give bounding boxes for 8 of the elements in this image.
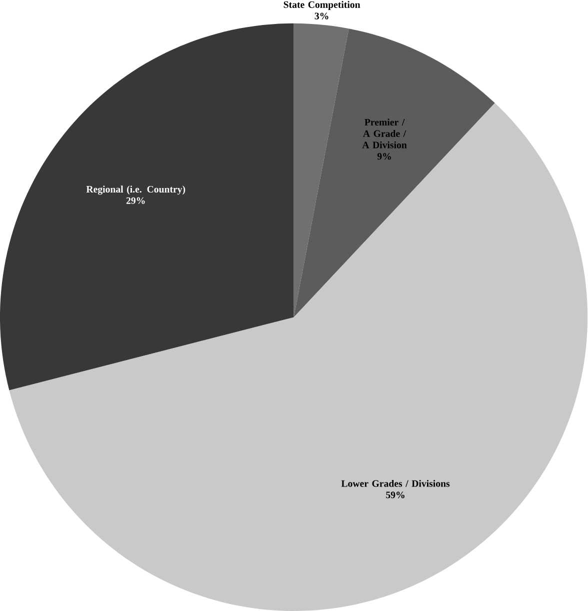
- data-label: 59%: [386, 492, 405, 498]
- slice-label: State Competition: [284, 1, 360, 10]
- slice-label: Premier / A Grade / A Division: [362, 118, 407, 148]
- slice-label: Regional (i.e. Country): [86, 186, 186, 195]
- slice-label: Lower Grades / Divisions: [342, 480, 450, 487]
- data-label: 29%: [126, 197, 145, 204]
- data-label: 3%: [315, 12, 328, 20]
- data-label: 9%: [378, 153, 392, 160]
